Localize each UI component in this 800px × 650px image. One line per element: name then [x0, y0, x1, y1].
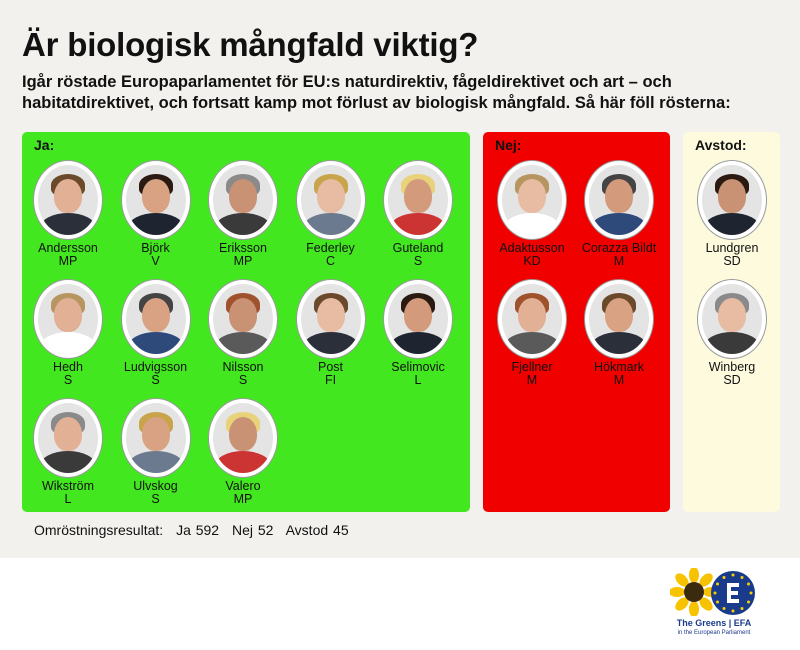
- member-party: M: [613, 373, 625, 387]
- member-party: FI: [324, 373, 337, 387]
- member-photo: [120, 279, 191, 359]
- member-photo: [208, 398, 278, 478]
- member-name: Winberg: [708, 360, 756, 374]
- member-card: Selimovic L: [374, 279, 462, 387]
- page-title: Är biologisk mångfald viktig?: [22, 26, 479, 63]
- member-photo: [33, 279, 103, 359]
- member-name: Fjellner: [511, 360, 553, 374]
- member-card: Hedh S: [24, 279, 112, 387]
- member-card: Eriksson MP: [199, 160, 287, 268]
- member-party: SD: [723, 254, 741, 268]
- member-party: V: [151, 254, 160, 268]
- member-name: Guteland: [392, 241, 444, 255]
- member-party: M: [526, 373, 538, 387]
- member-card: Ludvigsson S: [112, 279, 200, 387]
- member-card: Björk V: [112, 160, 200, 268]
- panel-avstod-label: Avstod:: [695, 137, 747, 153]
- member-card: Corazza Bildt M: [575, 160, 663, 268]
- member-card: Nilsson S: [199, 279, 287, 387]
- member-party: S: [413, 254, 423, 268]
- member-party: S: [151, 373, 160, 387]
- member-name: Hedh: [53, 360, 83, 374]
- member-name: Selimovic: [391, 360, 445, 374]
- member-card: Guteland S: [374, 160, 462, 268]
- member-photo: [697, 160, 767, 240]
- member-name: Ulvskog: [133, 479, 178, 493]
- member-card: Hökmark M: [575, 279, 663, 387]
- member-name: Lundgren: [705, 241, 759, 255]
- member-card: Andersson MP: [24, 160, 112, 268]
- member-party: MP: [233, 254, 253, 268]
- member-party: L: [64, 492, 72, 506]
- member-name: Björk: [141, 241, 170, 255]
- member-photo: [33, 160, 103, 240]
- member-photo: [33, 398, 103, 478]
- member-party: L: [414, 373, 422, 387]
- member-name: Wikström: [41, 479, 95, 493]
- member-photo: [497, 160, 567, 240]
- member-photo: [208, 279, 278, 359]
- member-name: Adaktusson: [499, 241, 565, 255]
- member-card: Wikström L: [24, 398, 112, 506]
- member-photo: [697, 279, 767, 359]
- sunflower-icon: [670, 568, 718, 616]
- results-avstod: Avstod 45: [285, 522, 349, 538]
- member-name: Valero: [225, 479, 261, 493]
- member-card: Valero MP: [199, 398, 287, 506]
- efa-emblem-icon: [711, 571, 755, 615]
- member-party: S: [238, 373, 248, 387]
- member-photo: [584, 160, 654, 240]
- member-photo: [383, 160, 453, 240]
- member-card: Lundgren SD: [688, 160, 776, 268]
- member-card: Federley C: [287, 160, 375, 268]
- member-name: Ludvigsson: [123, 360, 188, 374]
- results-ja: Ja 592: [176, 522, 220, 538]
- member-party: S: [63, 373, 73, 387]
- member-party: SD: [723, 373, 741, 387]
- vote-results: Omröstningsresultat: Ja 592 Nej 52 Avsto…: [34, 522, 357, 538]
- member-card: Post FI: [287, 279, 375, 387]
- results-label: Omröstningsresultat:: [34, 522, 164, 538]
- member-party: M: [613, 254, 625, 268]
- logo-text: The Greens | EFA: [676, 618, 752, 628]
- member-card: Adaktusson KD: [488, 160, 576, 268]
- member-name: Hökmark: [593, 360, 644, 374]
- panel-nej-label: Nej:: [495, 137, 522, 153]
- greens-efa-logo: The Greens | EFA in the European Parliam…: [664, 566, 764, 646]
- member-name: Post: [317, 360, 343, 374]
- member-photo: [120, 398, 191, 478]
- member-photo: [208, 160, 278, 240]
- member-party: MP: [58, 254, 78, 268]
- footer: [0, 558, 800, 650]
- page-subtitle: Igår röstade Europaparlamentet för EU:s …: [22, 73, 731, 112]
- member-party: MP: [233, 492, 253, 506]
- member-photo: [584, 279, 654, 359]
- member-name: Nilsson: [222, 360, 264, 374]
- member-name: Federley: [306, 241, 355, 255]
- panel-ja-label: Ja:: [34, 137, 55, 153]
- logo-subtext: in the European Parliament: [677, 630, 751, 636]
- member-party: KD: [523, 254, 541, 268]
- member-photo: [295, 160, 366, 240]
- member-name: Andersson: [38, 241, 98, 255]
- member-photo: [497, 279, 567, 359]
- member-name: Corazza Bildt: [581, 241, 657, 255]
- results-nej: Nej 52: [232, 522, 274, 538]
- member-party: C: [325, 254, 336, 268]
- member-photo: [295, 279, 366, 359]
- member-photo: [383, 279, 453, 359]
- member-card: Fjellner M: [488, 279, 576, 387]
- member-name: Eriksson: [219, 241, 267, 255]
- member-card: Winberg SD: [688, 279, 776, 387]
- member-photo: [120, 160, 191, 240]
- member-card: Ulvskog S: [112, 398, 200, 506]
- member-party: S: [151, 492, 160, 506]
